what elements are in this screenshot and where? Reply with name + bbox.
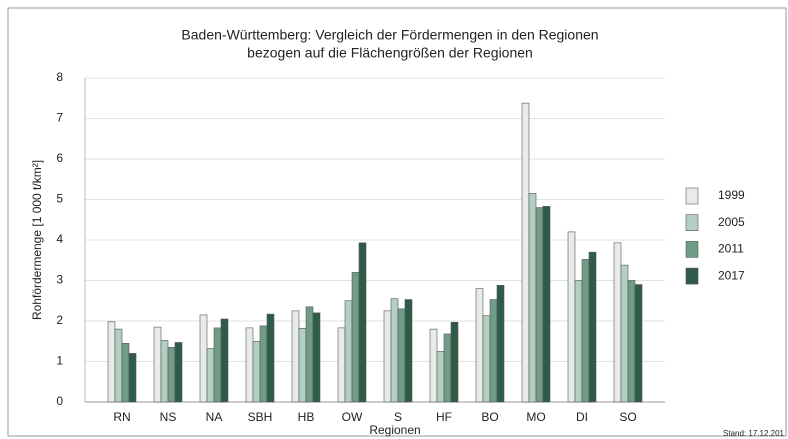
bar	[567, 231, 576, 403]
bar	[528, 193, 537, 403]
bar	[535, 207, 544, 403]
bar	[199, 314, 208, 403]
y-tick-label: 4	[56, 232, 63, 246]
bar	[390, 298, 399, 403]
x-tick-label: SBH	[248, 410, 273, 424]
bar	[298, 327, 307, 403]
legend-swatch	[685, 187, 699, 205]
bar	[482, 315, 491, 403]
bar	[496, 285, 505, 403]
legend-label: 2005	[718, 215, 745, 229]
bar	[291, 310, 300, 403]
bar	[429, 328, 438, 403]
bar	[213, 327, 222, 403]
bar	[167, 347, 176, 403]
x-tick-label: S	[394, 410, 402, 424]
legend-swatch	[685, 267, 699, 285]
legend-label: 2017	[718, 268, 745, 282]
legend-swatch	[685, 241, 699, 258]
bar	[305, 306, 314, 403]
bar	[121, 342, 130, 403]
y-axis-label: Rohfördermenge [1 000 t/km²]	[30, 160, 44, 320]
bar	[128, 353, 137, 403]
x-tick-label: OW	[342, 410, 363, 424]
x-tick-label: SO	[619, 410, 636, 424]
bar	[450, 321, 459, 403]
bar	[404, 299, 413, 403]
note: Stand: 17.12.201	[723, 429, 784, 438]
bar	[620, 264, 629, 403]
bar	[160, 340, 169, 403]
bar	[337, 327, 346, 403]
bar	[397, 308, 406, 403]
bar	[259, 325, 268, 403]
x-tick-label: HB	[298, 410, 315, 424]
legend-swatch	[685, 214, 699, 231]
y-tick-label: 5	[56, 192, 63, 206]
bar	[627, 280, 636, 403]
y-tick-label: 2	[56, 313, 63, 327]
bar	[383, 310, 392, 403]
x-tick-label: DI	[576, 410, 588, 424]
y-tick-label: 0	[56, 394, 63, 408]
bar	[521, 102, 530, 403]
bar	[245, 327, 254, 403]
bar	[588, 251, 597, 403]
bar	[344, 300, 353, 403]
bar	[114, 328, 123, 403]
x-axis-label: Regionen	[369, 423, 420, 437]
bar	[436, 351, 445, 403]
y-tick-label: 3	[56, 273, 63, 287]
bar	[266, 313, 275, 403]
bar	[581, 259, 590, 403]
bar	[634, 284, 643, 403]
bar	[475, 288, 484, 403]
bar	[220, 318, 229, 403]
bar	[206, 348, 215, 403]
bar	[312, 312, 321, 403]
bar	[613, 242, 622, 403]
x-tick-label: HF	[436, 410, 452, 424]
y-tick-label: 1	[56, 354, 63, 368]
bar	[443, 333, 452, 403]
bar	[542, 206, 551, 403]
chart-title: Baden-Württemberg: Vergleich der Förderm…	[181, 27, 598, 43]
bar	[489, 299, 498, 403]
x-tick-label: MO	[526, 410, 545, 424]
bar	[153, 326, 162, 403]
legend-label: 2011	[718, 242, 744, 256]
y-tick-label: 7	[56, 111, 63, 125]
x-tick-label: NS	[160, 410, 177, 424]
bar	[358, 242, 367, 403]
x-tick-label: NA	[206, 410, 223, 424]
x-tick-label: BO	[481, 410, 498, 424]
y-tick-label: 6	[56, 151, 63, 165]
chart-subtitle: bezogen auf die Flächengrößen der Region…	[247, 45, 533, 61]
bar	[574, 280, 583, 403]
y-tick-label: 8	[56, 70, 63, 84]
bar	[174, 342, 183, 403]
legend-label: 1999	[718, 188, 745, 202]
bar	[351, 272, 360, 403]
bar	[252, 340, 261, 403]
x-tick-label: RN	[113, 410, 130, 424]
bar	[107, 321, 116, 403]
